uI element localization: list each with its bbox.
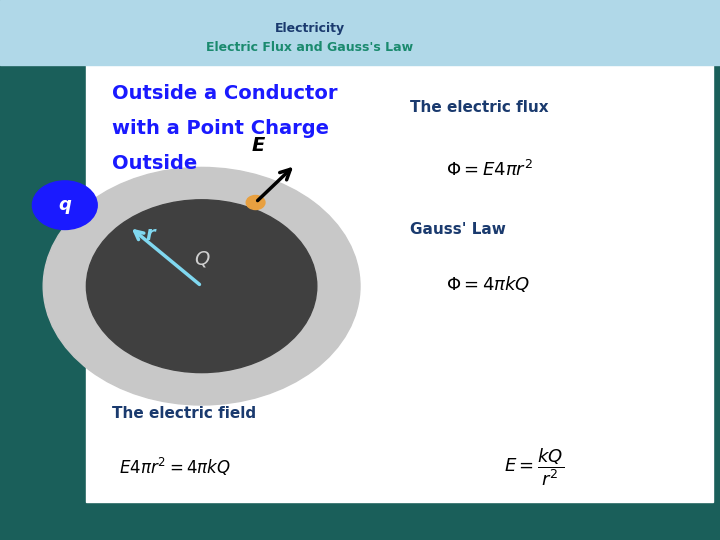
Text: $\Phi = 4\pi kQ$: $\Phi = 4\pi kQ$ xyxy=(446,273,531,294)
Circle shape xyxy=(32,181,97,230)
Text: Electricity: Electricity xyxy=(274,22,345,35)
Text: $\Phi = E4\pi r^2$: $\Phi = E4\pi r^2$ xyxy=(446,160,534,180)
Circle shape xyxy=(86,200,317,373)
Text: E: E xyxy=(252,136,266,155)
Bar xyxy=(0,0,720,65)
Text: Electric Flux and Gauss's Law: Electric Flux and Gauss's Law xyxy=(206,41,413,54)
Text: The electric flux: The electric flux xyxy=(410,100,549,116)
Text: r: r xyxy=(145,225,155,244)
Circle shape xyxy=(43,167,360,405)
Text: $E = \dfrac{kQ}{r^2}$: $E = \dfrac{kQ}{r^2}$ xyxy=(504,446,564,488)
Text: The electric field: The electric field xyxy=(112,406,256,421)
Text: Gauss' Law: Gauss' Law xyxy=(410,222,506,237)
Bar xyxy=(86,65,713,502)
Text: Q: Q xyxy=(194,249,210,269)
Text: Outside a Conductor: Outside a Conductor xyxy=(112,84,337,103)
Circle shape xyxy=(246,195,265,210)
Text: q: q xyxy=(58,196,71,214)
Text: Outside: Outside xyxy=(112,154,197,173)
Text: with a Point Charge: with a Point Charge xyxy=(112,119,328,138)
Text: 13: 13 xyxy=(97,477,122,495)
Text: $E4\pi r^2 = 4\pi kQ$: $E4\pi r^2 = 4\pi kQ$ xyxy=(119,456,230,478)
